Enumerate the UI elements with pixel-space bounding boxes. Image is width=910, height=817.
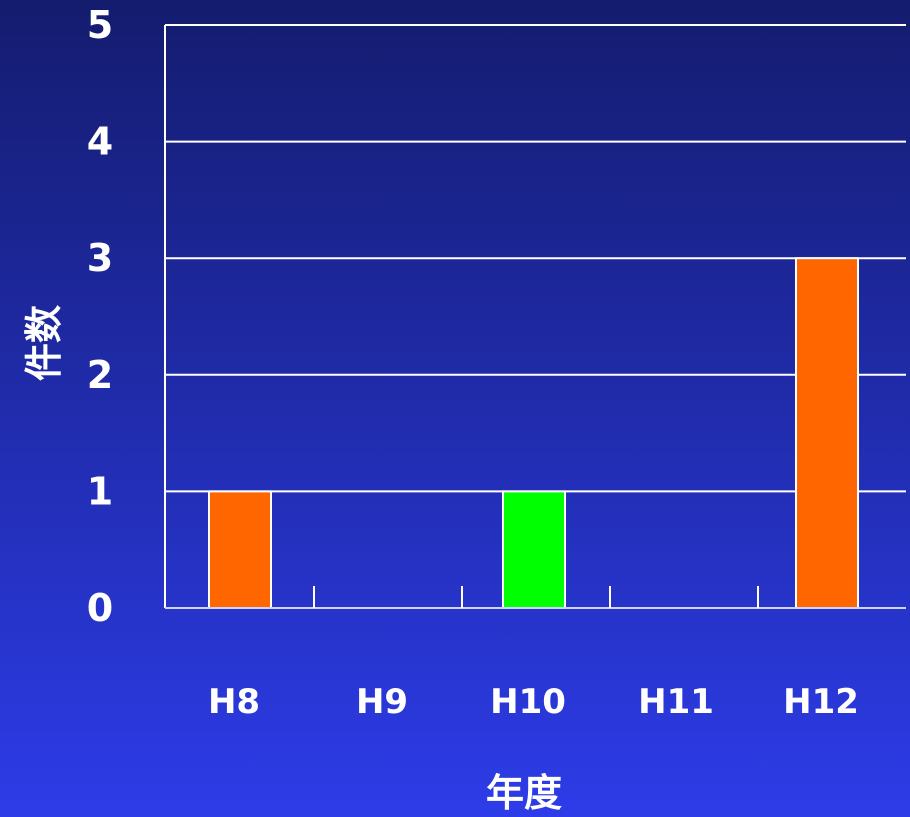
- y-axis-title: 件数: [22, 305, 66, 381]
- x-axis-title: 年度: [486, 771, 562, 815]
- y-tick-label-4: 4: [87, 120, 113, 164]
- bar-H10: [502, 490, 566, 609]
- y-tick-label-5: 5: [87, 3, 113, 47]
- x-tick-label-H12: H12: [783, 682, 859, 722]
- bars: [208, 257, 859, 609]
- bar-H8: [208, 490, 272, 609]
- axes: [164, 25, 906, 609]
- x-tick-labels: H8 H9 H10 H11 H12: [208, 682, 859, 722]
- y-tick-labels: 0 1 2 3 4 5: [87, 3, 113, 630]
- y-tick-label-0: 0: [87, 586, 113, 630]
- y-tick-label-2: 2: [87, 353, 113, 397]
- grid-lines: [165, 24, 906, 493]
- bar-H12: [795, 257, 859, 609]
- y-tick-label-1: 1: [87, 469, 113, 513]
- x-tick-label-H9: H9: [356, 682, 408, 722]
- y-tick-label-3: 3: [87, 236, 113, 280]
- x-tick-label-H8: H8: [208, 682, 260, 722]
- x-tick-label-H11: H11: [638, 682, 714, 722]
- x-tick-label-H10: H10: [490, 682, 566, 722]
